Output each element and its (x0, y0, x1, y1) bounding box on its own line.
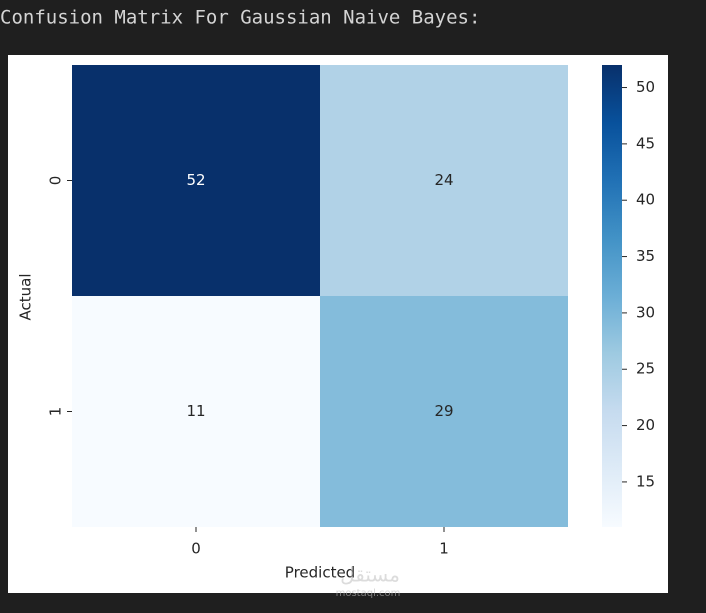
colorbar-tick-label: 35 (636, 247, 655, 265)
watermark: مستقل (340, 563, 400, 587)
colorbar-tick-label: 20 (636, 416, 655, 434)
x-tick-label: 0 (191, 540, 201, 558)
colorbar-tick-label: 45 (636, 134, 655, 152)
cell-label: 52 (186, 171, 205, 189)
heatmap-cell (72, 65, 320, 296)
colorbar-tick-label: 15 (636, 472, 655, 490)
colorbar-tick-label: 25 (636, 360, 655, 378)
colorbar-tick-label: 40 (636, 191, 655, 209)
x-tick-label: 1 (439, 540, 449, 558)
colorbar-tick-label: 30 (636, 303, 655, 321)
chart-title: Confusion Matrix For Gaussian Naive Baye… (0, 7, 480, 29)
cell-label: 24 (434, 171, 453, 189)
y-tick-label: 0 (47, 176, 65, 186)
cell-label: 29 (434, 402, 453, 420)
colorbar (602, 65, 622, 527)
heatmap-cell (320, 296, 568, 527)
colorbar-tick-label: 50 (636, 78, 655, 96)
watermark-url: mostaql.com (336, 588, 401, 599)
heatmap-cell (72, 296, 320, 527)
heatmap-cell (320, 65, 568, 296)
y-tick-label: 1 (47, 407, 65, 417)
x-axis-label: Predicted (285, 564, 355, 582)
y-axis-label: Actual (17, 274, 35, 321)
cell-label: 11 (186, 402, 205, 420)
